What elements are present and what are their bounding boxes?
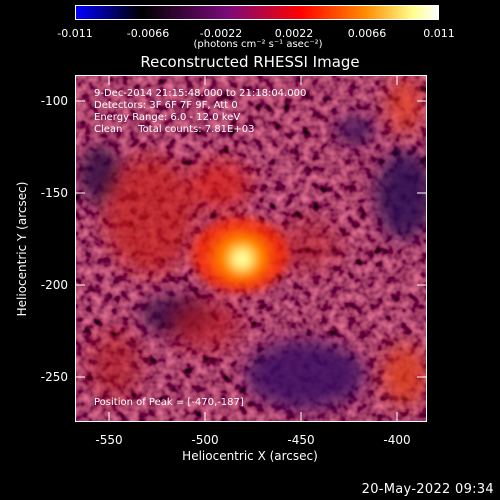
heatmap: [75, 75, 427, 422]
colorbar-tick-3: 0.0022: [274, 27, 314, 40]
colorbar-tick-4: 0.0066: [347, 27, 387, 40]
detectors-info: Detectors: 3F 6F 7F 9F, Att 0: [94, 100, 238, 111]
x-tick-label: -550: [95, 433, 123, 447]
energy-range-info: Energy Range: 6.0 - 12.0 keV: [94, 112, 241, 123]
y-tick-label: -150: [40, 186, 68, 200]
y-axis-label: Heliocentric Y (arcsec): [15, 181, 29, 317]
colorbar: [75, 5, 439, 20]
y-tick-label: -100: [40, 94, 68, 108]
colorbar-tick-0: -0.011: [57, 27, 93, 40]
x-tick-label: -400: [383, 433, 411, 447]
x-axis-label: Heliocentric X (arcsec): [182, 449, 318, 463]
colorbar-tick-2: -0.0022: [199, 27, 243, 40]
colorbar-tick-5: 0.011: [423, 27, 455, 40]
clean-counts-info: Clean Total counts: 7.81E+03: [94, 124, 255, 135]
observation-time: 9-Dec-2014 21:15:48.000 to 21:18:04.000: [94, 88, 307, 99]
axis-ticks: [75, 75, 427, 422]
image-title: Reconstructed RHESSI Image: [140, 53, 360, 71]
rhessi-image: [75, 75, 427, 422]
peak-position: Position of Peak = [-470,-187]: [94, 397, 244, 408]
x-tick-label: -500: [191, 433, 219, 447]
colorbar-tick-1: -0.0066: [126, 27, 170, 40]
x-tick-label: -450: [287, 433, 315, 447]
y-tick-label: -250: [40, 370, 68, 384]
y-tick-label: -200: [40, 278, 68, 292]
colorbar-unit: (photons cm⁻² s⁻¹ asec⁻²): [193, 39, 323, 50]
render-timestamp: 20-May-2022 09:34: [361, 482, 494, 497]
